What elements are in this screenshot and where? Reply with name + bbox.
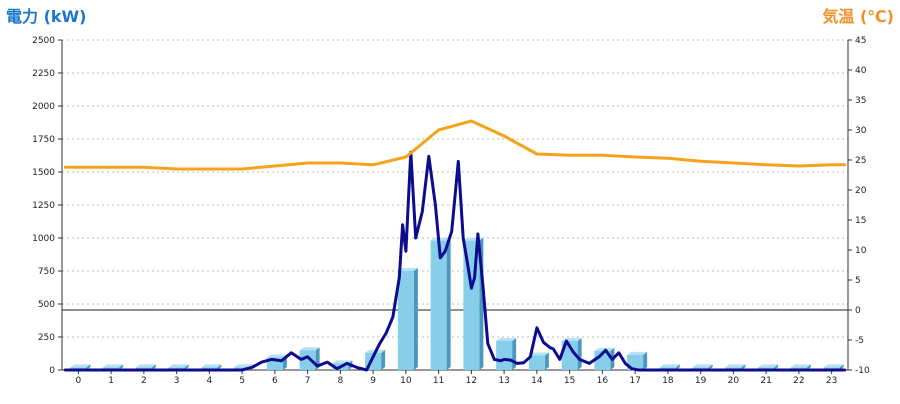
- bar-side-11: [446, 237, 451, 370]
- x-tick-label-2: 2: [141, 376, 147, 386]
- right-tick-label-11: 45: [855, 36, 866, 46]
- bar-top-1: [103, 364, 124, 368]
- right-tick-label-5: 15: [855, 216, 866, 226]
- right-tick-label-7: 25: [855, 156, 866, 166]
- x-tick-label-10: 10: [400, 376, 412, 386]
- right-tick-label-3: 5: [855, 276, 861, 286]
- left-axis-title: 電力 (kW): [6, 7, 87, 26]
- left-tick-label-0: 0: [49, 366, 55, 376]
- bar-top-10: [397, 268, 418, 271]
- x-tick-label-4: 4: [207, 376, 213, 386]
- right-tick-label-9: 35: [855, 96, 866, 106]
- bar-side-9: [381, 349, 386, 370]
- bar-15: [561, 340, 578, 370]
- right-tick-label-1: -5: [855, 336, 864, 346]
- bar-side-15: [577, 337, 582, 370]
- bar-17: [627, 354, 644, 370]
- bar-side-13: [512, 337, 517, 370]
- bar-top-3: [168, 364, 189, 368]
- x-tick-label-6: 6: [272, 376, 278, 386]
- x-tick-label-0: 0: [76, 376, 82, 386]
- right-axis-title: 気温 (℃): [822, 7, 894, 26]
- bar-side-10: [413, 268, 418, 370]
- temperature-line: [63, 119, 847, 171]
- left-tick-label-1: 250: [38, 333, 55, 343]
- bar-top-16: [594, 347, 615, 351]
- bar-top-11: [430, 237, 451, 241]
- bar-top-13: [496, 337, 517, 341]
- bar-top-19: [692, 364, 713, 368]
- x-tick-label-11: 11: [433, 376, 444, 386]
- right-tick-label-10: 40: [855, 66, 867, 76]
- right-tick-label-8: 30: [855, 126, 867, 136]
- bar-top-17: [627, 351, 648, 355]
- x-tick-label-9: 9: [370, 376, 376, 386]
- x-tick-label-12: 12: [466, 376, 477, 386]
- x-tick-label-15: 15: [564, 376, 575, 386]
- left-tick-label-10: 2500: [32, 36, 55, 46]
- right-tick-label-4: 10: [855, 246, 867, 256]
- left-tick-label-5: 1250: [32, 201, 55, 211]
- x-tick-label-8: 8: [338, 376, 344, 386]
- bar-10: [397, 271, 414, 370]
- right-tick-label-6: 20: [855, 186, 867, 196]
- bar-top-7: [299, 347, 320, 351]
- bar-top-22: [790, 364, 811, 368]
- left-tick-label-7: 1750: [32, 135, 55, 145]
- bar-14: [528, 355, 545, 370]
- left-tick-label-9: 2250: [32, 69, 55, 79]
- right-tick-label-2: 0: [855, 306, 861, 316]
- x-tick-label-18: 18: [662, 376, 674, 386]
- left-tick-label-2: 500: [38, 300, 55, 310]
- bar-13: [496, 340, 513, 370]
- left-tick-label-6: 1500: [32, 168, 55, 178]
- x-tick-label-23: 23: [826, 376, 837, 386]
- bar-top-0: [70, 364, 91, 368]
- x-tick-label-21: 21: [760, 376, 771, 386]
- left-tick-label-3: 750: [38, 267, 55, 277]
- right-tick-label-0: -10: [855, 366, 870, 376]
- left-tick-label-8: 2000: [32, 102, 55, 112]
- x-tick-label-3: 3: [174, 376, 180, 386]
- left-tick-label-4: 1000: [32, 234, 55, 244]
- bar-side-17: [643, 351, 648, 370]
- bar-11: [430, 240, 447, 370]
- bar-top-21: [758, 364, 779, 368]
- bar-7: [299, 350, 316, 370]
- bar-top-18: [659, 364, 680, 368]
- bar-top-23: [823, 364, 844, 368]
- x-tick-label-16: 16: [597, 376, 609, 386]
- bar-top-4: [201, 364, 222, 368]
- x-tick-label-22: 22: [793, 376, 804, 386]
- x-tick-label-7: 7: [305, 376, 311, 386]
- power-line: [63, 150, 847, 372]
- bar-top-14: [528, 352, 549, 356]
- x-tick-label-13: 13: [498, 376, 509, 386]
- x-tick-label-20: 20: [728, 376, 740, 386]
- x-tick-label-1: 1: [108, 376, 114, 386]
- bar-side-14: [544, 352, 549, 370]
- x-tick-label-5: 5: [239, 376, 245, 386]
- bar-top-20: [725, 364, 746, 368]
- bar-top-2: [135, 364, 156, 368]
- x-tick-label-17: 17: [629, 376, 640, 386]
- x-tick-label-19: 19: [695, 376, 707, 386]
- x-tick-label-14: 14: [531, 376, 543, 386]
- bar-top-6: [266, 354, 287, 358]
